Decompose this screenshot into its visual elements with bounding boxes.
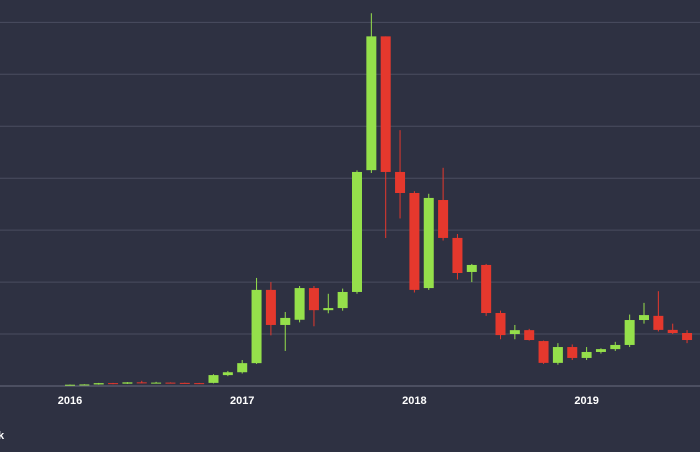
candle-body <box>136 382 147 384</box>
candle-body <box>639 315 649 321</box>
candle-body <box>452 237 463 274</box>
candle-body <box>524 330 535 341</box>
candle-body <box>337 291 348 309</box>
candle-body <box>308 288 319 311</box>
candle-body <box>653 315 664 330</box>
candle-body <box>423 197 434 289</box>
candle-body <box>237 363 248 373</box>
candle-body <box>108 383 119 385</box>
candle-body <box>93 383 104 385</box>
candle-body <box>667 329 678 334</box>
candle-body <box>208 375 219 383</box>
candle-body <box>323 308 334 311</box>
candle-body <box>265 289 276 325</box>
candle-body <box>624 320 635 345</box>
candle-body <box>595 349 606 352</box>
candle-body <box>552 347 563 363</box>
candle-body <box>581 351 592 358</box>
candle-body <box>366 36 377 171</box>
candle-body <box>294 288 305 320</box>
candle-body <box>438 200 449 238</box>
candle-body <box>194 383 205 385</box>
candle-body <box>395 171 406 193</box>
candle-body <box>222 372 233 376</box>
x-tick-label: 2017 <box>230 395 254 407</box>
candle-body <box>495 313 506 336</box>
candle-body <box>466 264 477 272</box>
candle-body <box>409 193 420 290</box>
candle-body <box>280 317 291 325</box>
candle-body <box>179 382 190 384</box>
candle-body <box>165 382 176 384</box>
candle-body <box>79 384 90 386</box>
candle-body <box>65 384 75 386</box>
candle-body <box>380 36 391 172</box>
candle-body <box>151 382 162 384</box>
x-tick-label: 2019 <box>574 395 598 407</box>
candle-body <box>567 347 578 358</box>
footer-text: k <box>0 430 5 442</box>
candle-body <box>682 333 693 341</box>
candle-body <box>509 330 520 335</box>
x-tick-label: 2016 <box>58 395 82 407</box>
candle-body <box>122 382 133 384</box>
x-tick-label: 2018 <box>402 395 426 407</box>
candle-body <box>251 289 262 364</box>
candle-body <box>538 341 549 363</box>
candle-body <box>610 344 621 350</box>
candle-body <box>352 171 362 292</box>
candle-body <box>481 264 492 314</box>
